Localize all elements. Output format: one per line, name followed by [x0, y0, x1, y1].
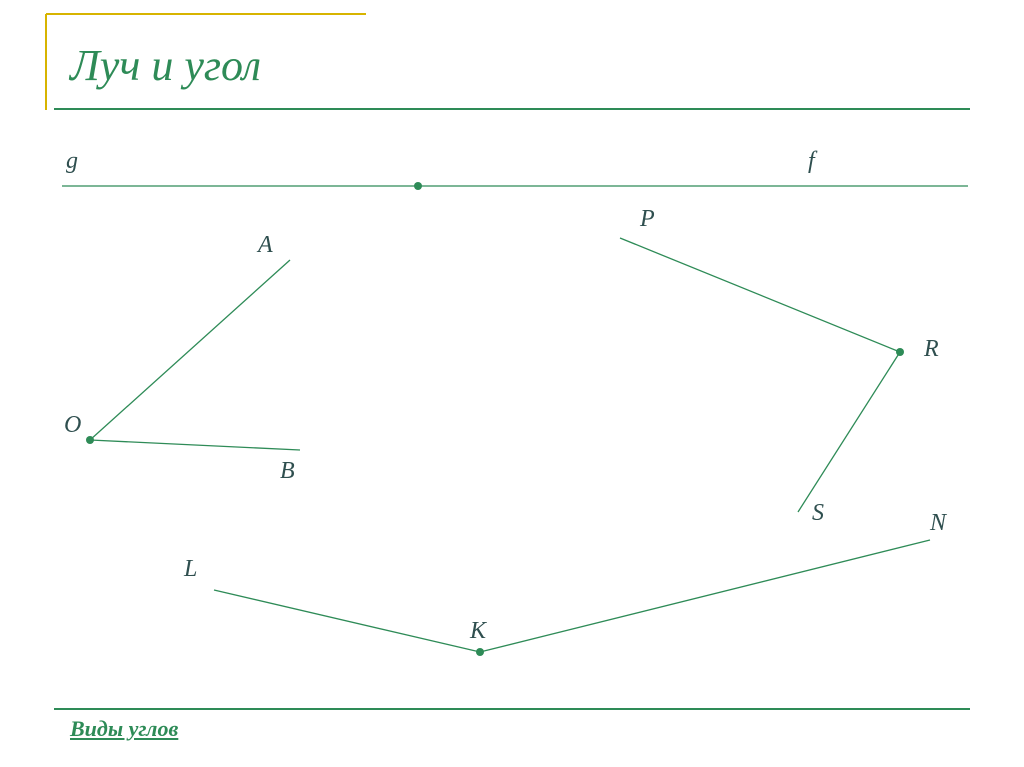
ray-KL: [214, 590, 480, 652]
label-f: f: [808, 148, 815, 175]
label-O: O: [64, 412, 81, 439]
point-O: [86, 436, 94, 444]
label-A: A: [258, 232, 273, 259]
label-K: K: [470, 618, 486, 645]
ray-RP: [620, 238, 900, 352]
ray-OB: [90, 440, 300, 450]
label-B: B: [280, 458, 295, 485]
point-K: [476, 648, 484, 656]
footer-link-angle-types[interactable]: Виды углов: [70, 716, 178, 742]
slide-root: Луч и угол g f A O B P R S L K N Виды уг…: [0, 0, 1024, 767]
label-R: R: [924, 336, 939, 363]
ray-OA: [90, 260, 290, 440]
label-P: P: [640, 206, 655, 233]
footer-line: [54, 708, 970, 710]
ray-RS: [798, 352, 900, 512]
label-L: L: [184, 556, 197, 583]
label-S: S: [812, 500, 824, 527]
point-R: [896, 348, 904, 356]
label-N: N: [930, 510, 946, 537]
geometry-diagram: [0, 0, 1024, 767]
label-g: g: [66, 148, 78, 175]
point-gf-mid: [414, 182, 422, 190]
ray-KN: [480, 540, 930, 652]
